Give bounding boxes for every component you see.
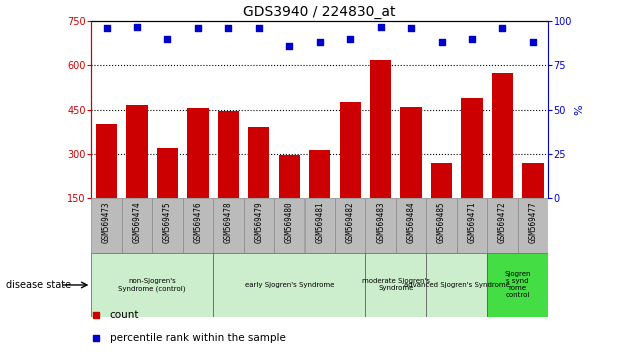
Bar <box>396 198 427 253</box>
Text: percentile rank within the sample: percentile rank within the sample <box>110 333 285 343</box>
Bar <box>365 253 427 317</box>
Text: non-Sjogren's
Syndrome (control): non-Sjogren's Syndrome (control) <box>118 278 186 292</box>
Point <box>223 25 233 31</box>
Bar <box>401 107 421 242</box>
Bar <box>518 198 548 253</box>
Bar <box>427 198 457 253</box>
Text: advanced Sjogren's Syndrome: advanced Sjogren's Syndrome <box>404 282 510 288</box>
Bar <box>457 198 487 253</box>
Text: GSM569474: GSM569474 <box>132 201 142 242</box>
Point <box>193 25 203 31</box>
Text: GSM569478: GSM569478 <box>224 201 233 242</box>
Point <box>132 24 142 29</box>
Bar <box>340 102 361 242</box>
Bar <box>244 198 274 253</box>
Text: GSM569483: GSM569483 <box>376 201 385 242</box>
Bar <box>157 148 178 242</box>
Text: GSM569473: GSM569473 <box>102 201 111 242</box>
Text: disease state: disease state <box>6 280 71 290</box>
Bar <box>152 198 183 253</box>
Title: GDS3940 / 224830_at: GDS3940 / 224830_at <box>243 5 396 19</box>
Point <box>163 36 173 42</box>
Point <box>497 25 507 31</box>
Text: GSM569471: GSM569471 <box>467 201 476 242</box>
Bar <box>427 253 487 317</box>
Point <box>406 25 416 31</box>
Bar <box>304 198 335 253</box>
Bar <box>278 155 300 242</box>
Bar <box>370 59 391 242</box>
Bar <box>522 163 544 242</box>
Bar <box>127 105 147 242</box>
Text: GSM569484: GSM569484 <box>406 201 416 242</box>
Text: moderate Sjogren's
Syndrome: moderate Sjogren's Syndrome <box>362 279 430 291</box>
Text: count: count <box>110 310 139 320</box>
Bar <box>487 253 548 317</box>
Bar <box>218 111 239 242</box>
Point <box>375 24 386 29</box>
Bar <box>365 198 396 253</box>
Y-axis label: %: % <box>575 104 585 115</box>
Bar <box>248 127 270 242</box>
Point <box>284 43 294 49</box>
Text: GSM569485: GSM569485 <box>437 201 446 242</box>
Bar <box>309 149 330 242</box>
Bar <box>96 125 117 242</box>
Point <box>254 25 264 31</box>
Bar <box>335 198 365 253</box>
Bar <box>122 198 152 253</box>
Point <box>101 25 112 31</box>
Bar <box>183 198 213 253</box>
Bar <box>213 198 244 253</box>
Bar <box>487 198 518 253</box>
Bar <box>461 98 483 242</box>
Text: GSM569481: GSM569481 <box>315 201 324 242</box>
Text: early Sjogren's Syndrome: early Sjogren's Syndrome <box>244 282 334 288</box>
Text: GSM569472: GSM569472 <box>498 201 507 242</box>
Text: GSM569476: GSM569476 <box>193 201 202 242</box>
Bar <box>274 198 304 253</box>
Bar <box>431 163 452 242</box>
Bar <box>492 73 513 242</box>
Point <box>345 36 355 42</box>
Point <box>437 40 447 45</box>
Point <box>467 36 477 42</box>
Text: GSM569477: GSM569477 <box>529 201 537 242</box>
Point <box>528 40 538 45</box>
Text: Sjogren
s synd
rome
control: Sjogren s synd rome control <box>505 272 531 298</box>
Bar <box>187 108 209 242</box>
Text: GSM569475: GSM569475 <box>163 201 172 242</box>
Bar <box>91 253 213 317</box>
Point <box>315 40 325 45</box>
Bar <box>91 198 122 253</box>
Bar <box>213 253 365 317</box>
Text: GSM569482: GSM569482 <box>346 201 355 242</box>
Text: GSM569480: GSM569480 <box>285 201 294 242</box>
Text: GSM569479: GSM569479 <box>255 201 263 242</box>
